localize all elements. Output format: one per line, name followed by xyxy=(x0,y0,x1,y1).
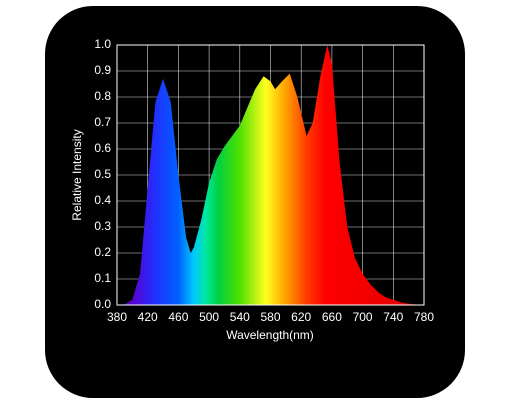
y-tick-label: 0.6 xyxy=(94,141,111,155)
y-tick-label: 0.0 xyxy=(94,297,111,311)
x-tick-label: 620 xyxy=(291,310,311,324)
y-tick-label: 0.2 xyxy=(94,245,111,259)
x-tick-label: 700 xyxy=(353,310,373,324)
y-tick-label: 0.4 xyxy=(94,193,111,207)
x-tick-label: 540 xyxy=(230,310,250,324)
y-tick-label: 0.7 xyxy=(94,115,111,129)
x-tick-label: 500 xyxy=(199,310,219,324)
y-tick-label: 0.8 xyxy=(94,89,111,103)
x-tick-label: 660 xyxy=(322,310,342,324)
y-tick-label: 0.5 xyxy=(94,167,111,181)
x-tick-label: 420 xyxy=(138,310,158,324)
x-tick-label: 380 xyxy=(107,310,127,324)
spectrum-area xyxy=(117,45,424,305)
x-tick-label: 780 xyxy=(414,310,434,324)
x-axis-label: Wavelength(nm) xyxy=(226,328,314,342)
x-tick-label: 580 xyxy=(260,310,280,324)
y-tick-label: 0.3 xyxy=(94,219,111,233)
plot-frame xyxy=(116,44,425,306)
y-axis-label: Relative Intensity xyxy=(70,129,84,220)
y-tick-label: 0.9 xyxy=(94,63,111,77)
y-tick-label: 0.1 xyxy=(94,271,111,285)
x-tick-label: 740 xyxy=(383,310,403,324)
x-tick-label: 460 xyxy=(168,310,188,324)
y-tick-label: 1.0 xyxy=(94,37,111,51)
